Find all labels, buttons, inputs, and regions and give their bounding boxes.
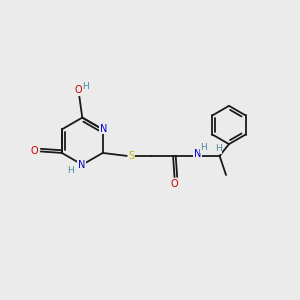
Text: N: N (100, 124, 107, 134)
Text: H: H (82, 82, 89, 91)
Text: H: H (67, 166, 74, 175)
Text: N: N (194, 148, 201, 158)
Text: H: H (215, 144, 221, 153)
Text: N: N (78, 160, 85, 170)
Text: S: S (128, 151, 135, 161)
Text: O: O (74, 85, 82, 95)
Text: H: H (200, 143, 207, 152)
Text: O: O (171, 178, 178, 189)
Text: O: O (31, 146, 39, 157)
